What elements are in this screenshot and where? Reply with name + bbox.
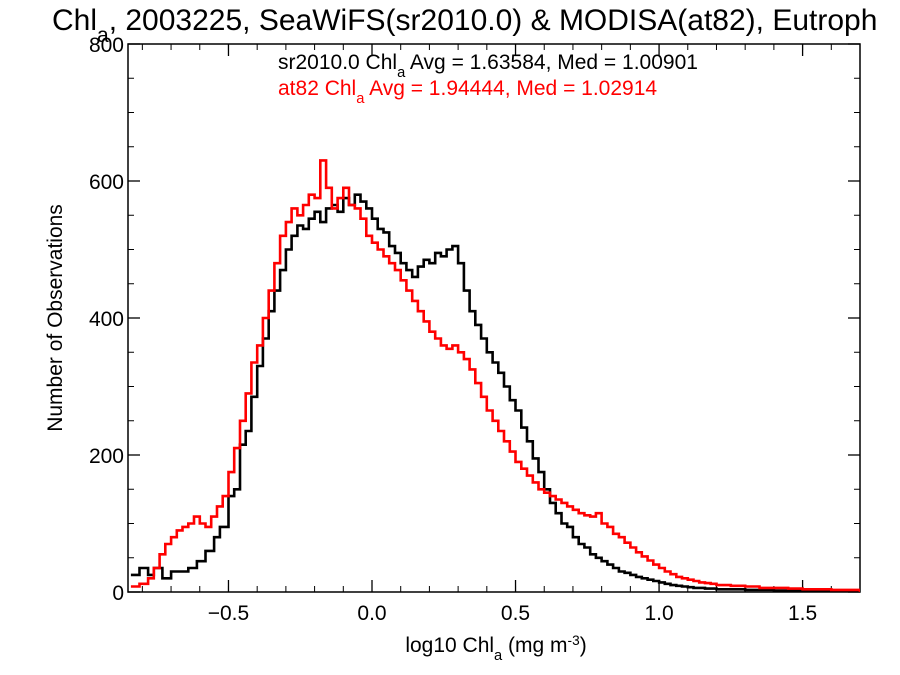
series-line-0 (130, 193, 860, 592)
series-layer (130, 159, 860, 592)
x-tick-label: 1.0 (644, 602, 673, 625)
y-tick-label: 600 (89, 171, 124, 194)
x-axis-label: log10 Chla (mg m-3) (405, 633, 586, 665)
annotations: sr2010.0 Chla Avg = 1.63584, Med = 1.009… (278, 51, 698, 107)
series-line-1 (130, 159, 860, 592)
x-axis: −0.5 0.0 0.5 1.0 1.5 (141, 44, 861, 625)
y-axis-label: Number of Observations (44, 204, 67, 432)
plot-frame (127, 43, 861, 593)
x-tick-label: 0.0 (357, 602, 386, 625)
x-tick-label: 0.5 (501, 602, 530, 625)
y-tick-label: 400 (89, 308, 124, 331)
y-tick-label: 800 (89, 34, 124, 57)
y-axis: 0 200 400 600 800 (89, 34, 860, 605)
chart-title: Chla, 2003225, SeaWiFS(sr2010.0) & MODIS… (52, 4, 877, 47)
y-tick-label: 0 (112, 582, 124, 605)
series-stats-1: at82 Chla Avg = 1.94444, Med = 1.02914 (278, 77, 657, 107)
x-tick-label: −0.5 (208, 602, 249, 625)
x-tick-label: 1.5 (788, 602, 817, 625)
series-stats-0: sr2010.0 Chla Avg = 1.63584, Med = 1.009… (278, 51, 698, 81)
y-tick-label: 200 (89, 445, 124, 468)
